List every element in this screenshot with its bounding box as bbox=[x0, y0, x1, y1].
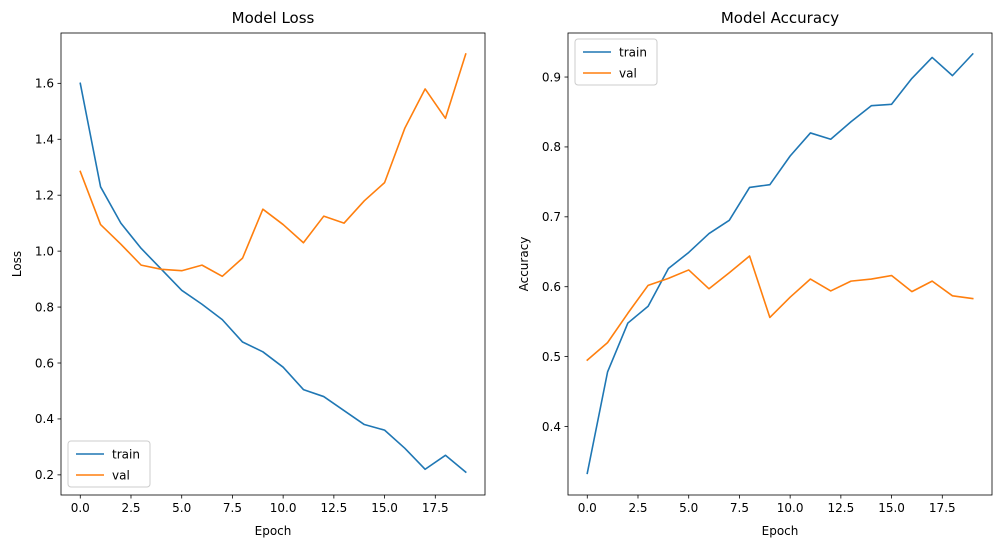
accuracy-plot-frame bbox=[567, 32, 993, 496]
accuracy-x-tick-label: 0.0 bbox=[578, 501, 597, 515]
loss-y-tick-label: 0.8 bbox=[35, 300, 54, 314]
loss-plot-frame bbox=[60, 32, 486, 496]
accuracy-y-tick-label: 0.5 bbox=[542, 350, 561, 364]
loss-legend: train val bbox=[67, 440, 151, 488]
loss-y-tick-label: 1.0 bbox=[35, 244, 54, 258]
loss-chart: Model Loss 0.0 2.5 5.0 7.5 10.0 12.5 15.0 17.5 0… bbox=[10, 9, 486, 538]
loss-y-tick-label: 0.6 bbox=[35, 356, 54, 370]
accuracy-legend-label-val: val bbox=[619, 66, 637, 80]
accuracy-x-tick-label: 2.5 bbox=[628, 501, 647, 515]
accuracy-x-tick-label: 17.5 bbox=[929, 501, 956, 515]
loss-y-tick-label: 1.2 bbox=[35, 189, 54, 203]
loss-y-tick-label: 1.6 bbox=[35, 77, 54, 91]
loss-legend-label-val: val bbox=[112, 468, 130, 482]
loss-x-tick-label: 7.5 bbox=[223, 501, 242, 515]
accuracy-x-tick-label: 12.5 bbox=[828, 501, 855, 515]
accuracy-y-tick-label: 0.6 bbox=[542, 280, 561, 294]
accuracy-y-tick-label: 0.4 bbox=[542, 420, 561, 434]
loss-y-tick-label: 1.4 bbox=[35, 133, 54, 147]
loss-y-axis-label: Loss bbox=[10, 251, 24, 277]
accuracy-legend-label-train: train bbox=[619, 45, 647, 59]
accuracy-series-val-line bbox=[586, 255, 974, 362]
loss-x-tick-label: 15.0 bbox=[371, 501, 398, 515]
accuracy-x-tick-label: 15.0 bbox=[878, 501, 905, 515]
loss-x-tick-label: 10.0 bbox=[270, 501, 297, 515]
accuracy-y-axis-label: Accuracy bbox=[517, 237, 531, 292]
loss-y-tick-label: 0.2 bbox=[35, 468, 54, 482]
accuracy-y-tick-label: 0.7 bbox=[542, 210, 561, 224]
accuracy-legend: train val bbox=[574, 38, 658, 86]
loss-x-tick-label: 17.5 bbox=[422, 501, 449, 515]
accuracy-chart: Model Accuracy 0.0 2.5 5.0 7.5 10.0 12.5 15.0 1… bbox=[517, 9, 993, 538]
loss-x-tick-label: 12.5 bbox=[321, 501, 348, 515]
accuracy-series-train-line bbox=[586, 52, 974, 475]
accuracy-chart-title: Model Accuracy bbox=[721, 9, 839, 27]
loss-x-tick-label: 2.5 bbox=[121, 501, 140, 515]
accuracy-x-axis-label: Epoch bbox=[762, 524, 799, 538]
loss-x-axis-label: Epoch bbox=[255, 524, 292, 538]
loss-series-train-line bbox=[79, 82, 467, 474]
accuracy-x-tick-label: 7.5 bbox=[730, 501, 749, 515]
loss-y-tick-label: 0.4 bbox=[35, 412, 54, 426]
loss-chart-title: Model Loss bbox=[232, 9, 315, 27]
accuracy-y-tick-label: 0.9 bbox=[542, 70, 561, 84]
loss-x-tick-label: 5.0 bbox=[172, 501, 191, 515]
loss-series-val-line bbox=[79, 52, 467, 278]
loss-legend-label-train: train bbox=[112, 447, 140, 461]
accuracy-x-tick-label: 10.0 bbox=[777, 501, 804, 515]
accuracy-y-tick-label: 0.8 bbox=[542, 140, 561, 154]
loss-x-tick-label: 0.0 bbox=[71, 501, 90, 515]
accuracy-x-tick-label: 5.0 bbox=[679, 501, 698, 515]
